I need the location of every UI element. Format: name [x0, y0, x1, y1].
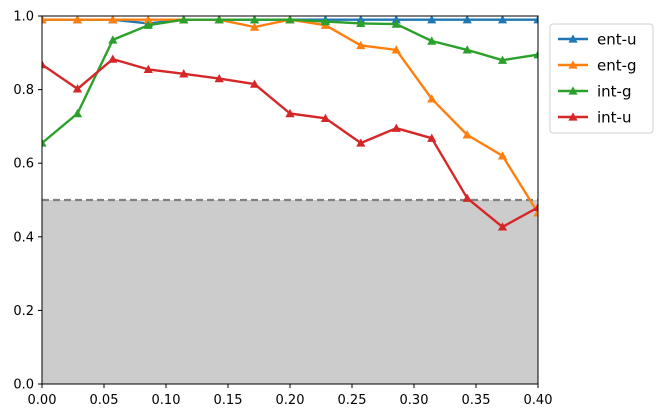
- y-tick-label-3: 0.6: [13, 157, 34, 172]
- legend-label-int-g: int-g: [597, 83, 632, 101]
- data-point-int-g-11: [427, 36, 437, 45]
- data-point-ent-g-6: [249, 22, 260, 31]
- data-point-int-u-2: [108, 54, 118, 63]
- legend-marker-int-u: [568, 112, 578, 121]
- data-point-int-u-0: [42, 59, 47, 69]
- data-point-int-u-6: [249, 79, 260, 88]
- data-point-int-g-7: [285, 15, 295, 24]
- data-point-int-u-8: [320, 113, 331, 122]
- data-point-ent-u-13: [497, 15, 508, 24]
- x-tick-label-6: 0.30: [400, 393, 429, 408]
- data-point-ent-g-2: [108, 15, 118, 24]
- threshold-shaded-region: [42, 200, 538, 384]
- data-point-int-g-3: [143, 20, 153, 29]
- legend-label-ent-g: ent-g: [597, 57, 637, 75]
- y-tick-label-0: 0.0: [13, 378, 34, 393]
- data-point-ent-g-3: [143, 15, 153, 24]
- data-point-int-g-0: [42, 138, 47, 147]
- legend: ent-u ent-g int-g int-u: [549, 23, 654, 134]
- data-point-int-g-6: [249, 15, 260, 24]
- x-tick-label-7: 0.35: [462, 393, 491, 408]
- data-point-ent-g-9: [356, 40, 366, 50]
- legend-marker-ent-u: [568, 34, 578, 43]
- x-tick-label-5: 0.25: [338, 393, 367, 408]
- data-point-ent-u-11: [427, 15, 437, 24]
- y-tick-label-4: 0.8: [13, 83, 34, 98]
- data-point-int-g-8: [320, 16, 331, 26]
- data-point-int-u-3: [143, 64, 153, 74]
- y-tick-label-5: 1.0: [13, 10, 34, 25]
- data-point-ent-g-0: [42, 15, 47, 24]
- x-tick-label-3: 0.15: [214, 393, 243, 408]
- data-point-int-u-7: [285, 108, 295, 118]
- legend-box: [549, 23, 654, 134]
- data-point-int-g-2: [108, 35, 118, 44]
- data-point-int-u-13: [497, 222, 508, 231]
- x-tick-label-0: 0.00: [28, 393, 57, 408]
- x-tick-label-8: 0.40: [524, 393, 553, 408]
- data-point-int-g-12: [462, 45, 472, 54]
- data-point-ent-u-14: [533, 15, 538, 24]
- data-point-ent-g-11: [427, 94, 437, 103]
- series-group: [42, 15, 538, 231]
- y-tick-label-1: 0.2: [13, 304, 34, 319]
- data-point-ent-g-1: [72, 15, 83, 24]
- data-point-int-g-4: [179, 15, 189, 24]
- data-point-int-g-10: [391, 19, 401, 28]
- x-tick-label-2: 0.10: [152, 393, 181, 408]
- legend-marker-int-g: [568, 86, 578, 95]
- data-point-int-u-10: [391, 123, 401, 132]
- data-point-int-u-5: [214, 73, 224, 83]
- legend-label-int-u: int-u: [597, 109, 631, 127]
- data-point-ent-u-10: [391, 15, 401, 24]
- data-point-ent-u-12: [462, 15, 472, 24]
- data-point-ent-g-12: [462, 130, 472, 139]
- legend-marker-ent-g: [568, 60, 578, 69]
- series-int-g: [42, 15, 538, 147]
- data-point-int-g-1: [72, 108, 83, 118]
- data-point-int-g-9: [356, 18, 366, 28]
- y-tick-label-2: 0.4: [13, 230, 34, 245]
- data-point-ent-g-10: [391, 45, 401, 54]
- data-point-ent-g-13: [497, 151, 508, 160]
- data-point-ent-g-14: [533, 208, 538, 217]
- series-line-int-g: [42, 18, 538, 144]
- data-point-int-g-14: [533, 50, 538, 59]
- data-point-int-u-14: [533, 202, 538, 212]
- x-tick-label-4: 0.20: [276, 393, 305, 408]
- plot-area: 0.00 0.05 0.10 0.15 0.20 0.25 0.30 0.35 0.40 0.0 0…: [13, 10, 552, 409]
- data-point-int-g-5: [214, 15, 224, 24]
- data-point-int-g-13: [497, 55, 508, 64]
- data-point-int-u-12: [462, 193, 472, 202]
- data-point-int-u-1: [72, 84, 83, 93]
- x-tick-label-1: 0.05: [90, 393, 119, 408]
- data-point-int-u-4: [179, 69, 189, 78]
- data-point-int-u-11: [427, 133, 437, 142]
- legend-label-ent-u: ent-u: [597, 31, 637, 49]
- data-point-int-u-9: [356, 138, 366, 147]
- series-int-u: [42, 54, 538, 231]
